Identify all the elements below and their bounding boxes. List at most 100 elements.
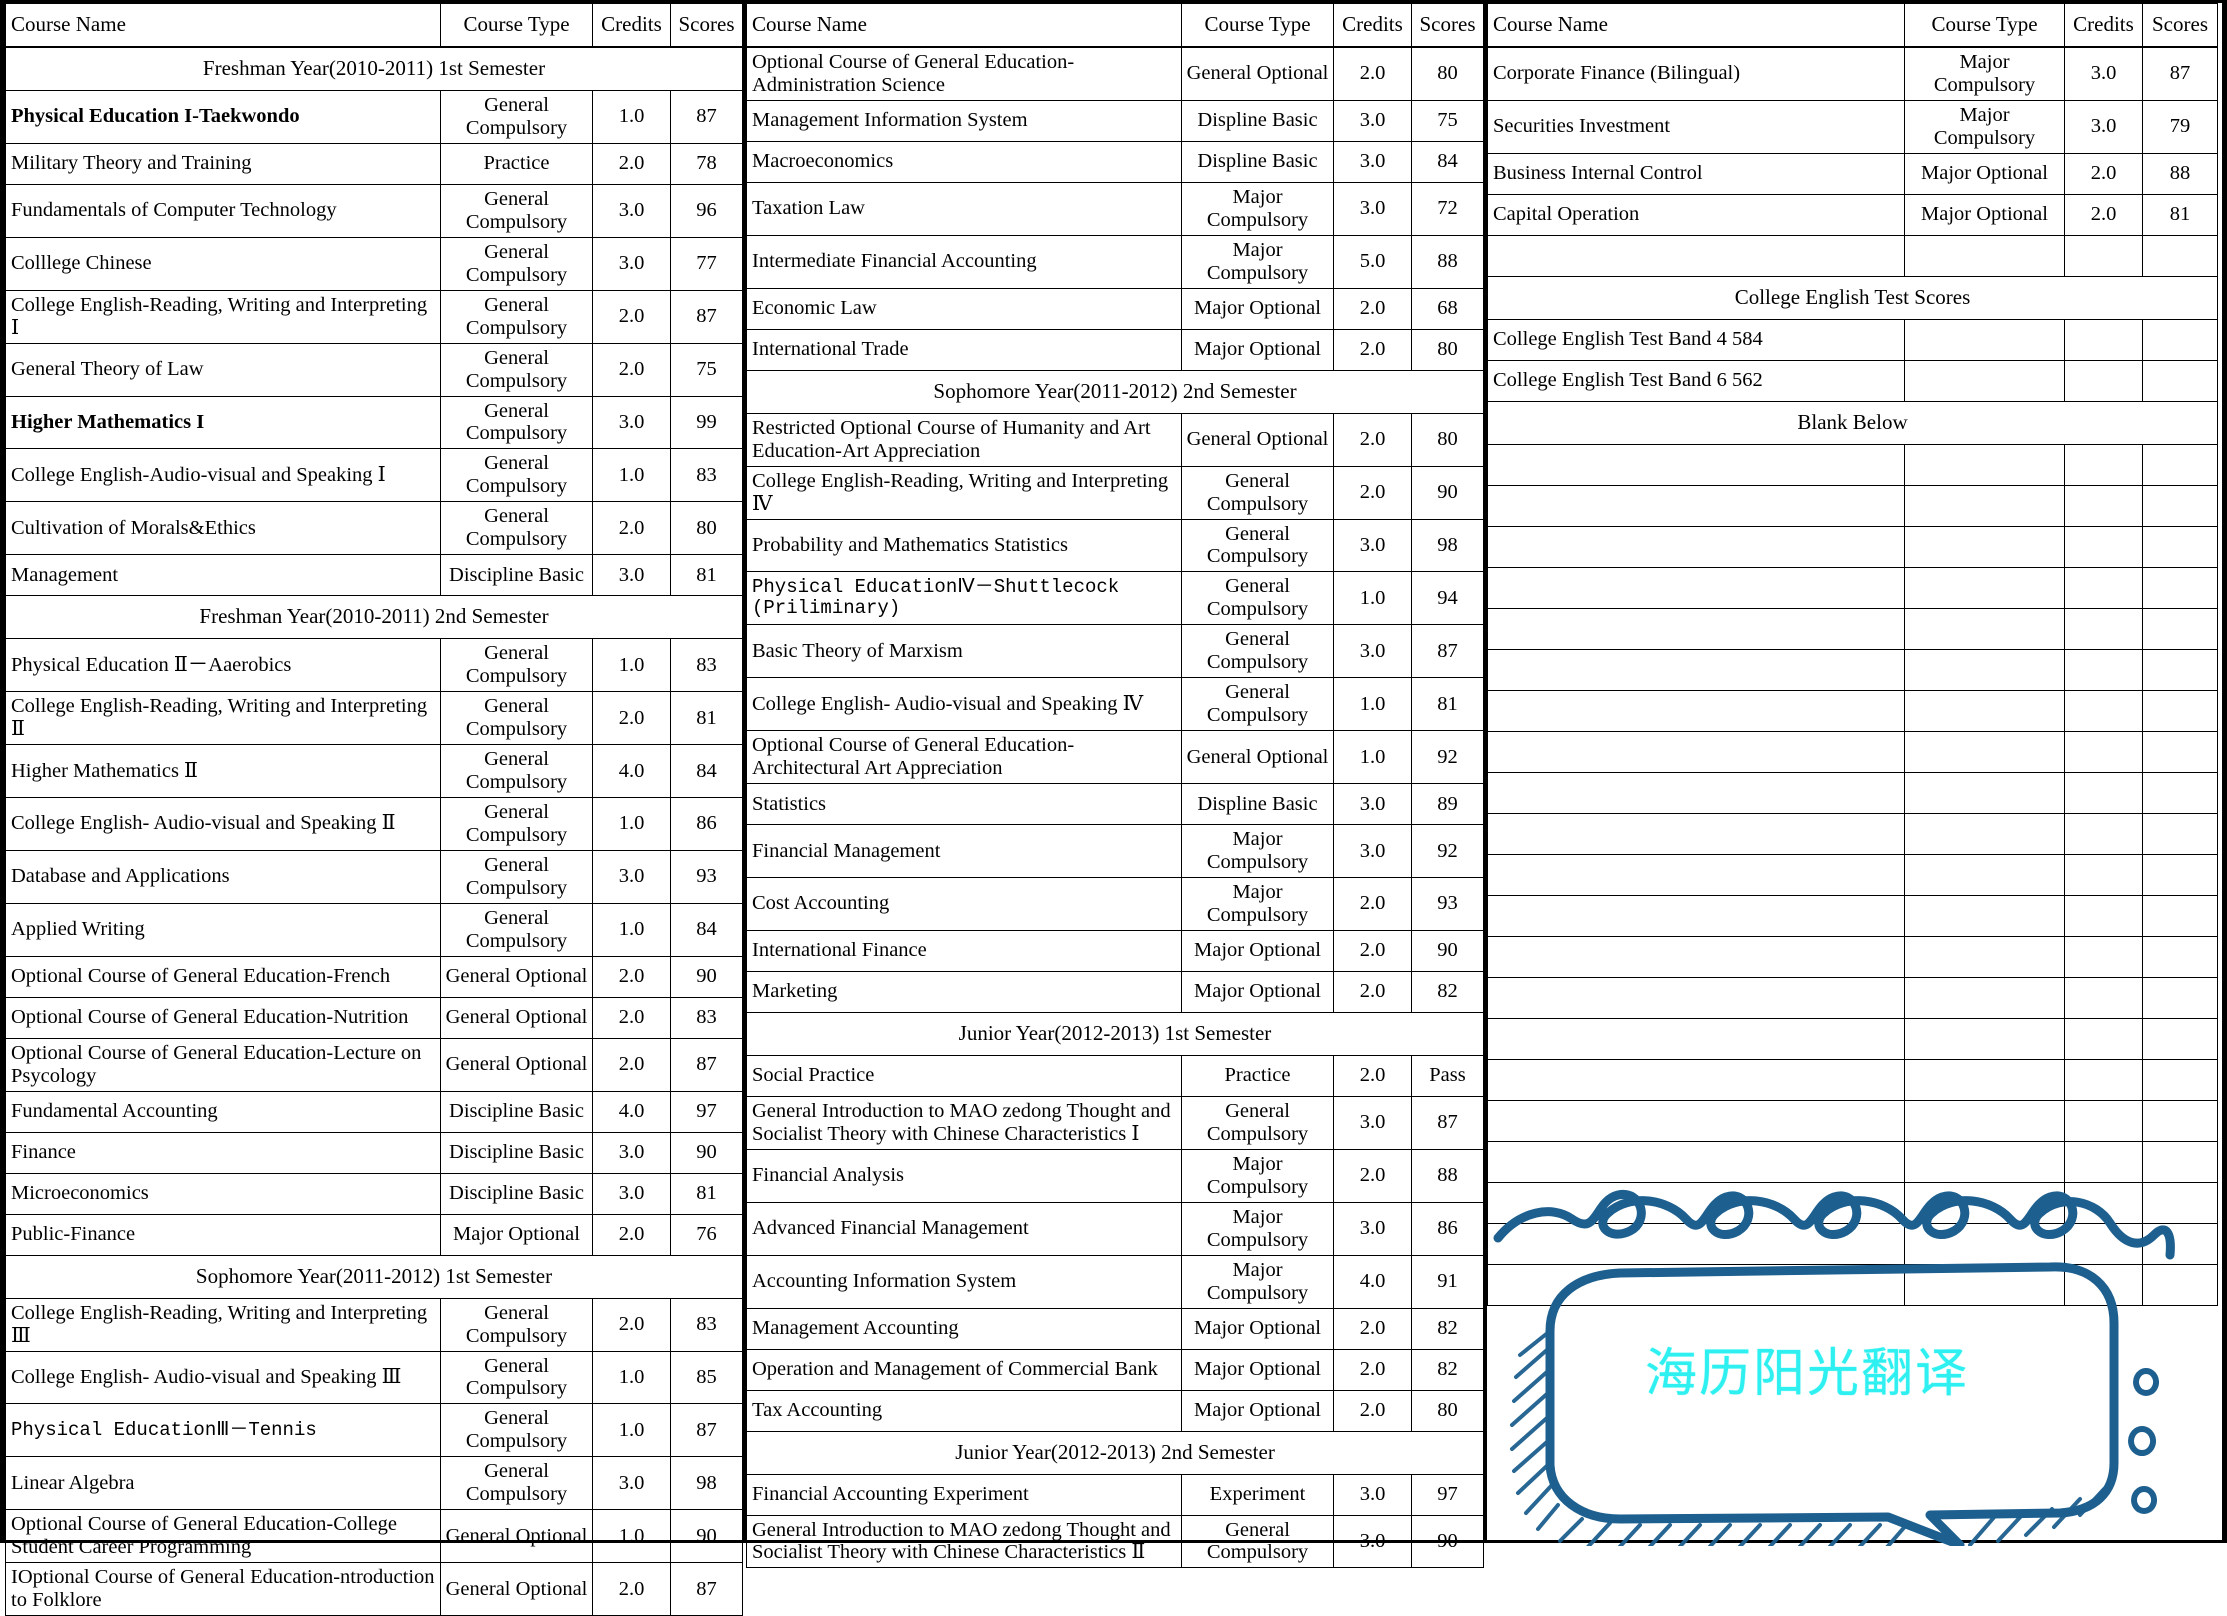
cell-credits bbox=[2064, 525, 2143, 568]
table-row: Database and Applications General Compuls… bbox=[5, 849, 743, 904]
table-row: Advanced Financial Management Major Compu… bbox=[746, 1201, 1484, 1256]
cell-credits: 2.0 bbox=[592, 142, 671, 185]
table-header-row: Course Name Course Type Credits Scores bbox=[746, 3, 1484, 48]
course-table-3: Course Name Course Type Credits Scores C… bbox=[1487, 3, 2218, 1306]
cell-course-name: Colllege Chinese bbox=[5, 236, 441, 291]
table-row: Optional Course of General Education-Nut… bbox=[5, 996, 743, 1039]
cell-course-name bbox=[1487, 1181, 1905, 1224]
cell-course-type: Major Optional bbox=[1904, 152, 2065, 195]
cell-course-name: Management bbox=[5, 554, 441, 597]
course-table-1-body: Freshman Year(2010-2011) 1st Semester Phy… bbox=[5, 46, 743, 1616]
semester-title: College English Test Scores bbox=[1487, 275, 2218, 320]
cell-course-type: General Compulsory bbox=[440, 691, 593, 746]
cell-credits bbox=[2064, 771, 2143, 814]
cell-credits: 2.0 bbox=[592, 691, 671, 746]
cell-course-name bbox=[1487, 689, 1905, 732]
cell-course-type: Major Optional bbox=[1181, 970, 1334, 1013]
cell-course-type: Major Compulsory bbox=[1181, 1148, 1334, 1203]
semester-header-row: Junior Year(2012-2013) 1st Semester bbox=[746, 1011, 1484, 1056]
cell-credits bbox=[2064, 812, 2143, 855]
cell-credits bbox=[2064, 894, 2143, 937]
cell-credits: 1.0 bbox=[592, 448, 671, 503]
cell-score: 84 bbox=[670, 744, 743, 798]
table-row: Financial Analysis Major Compulsory 2.0 88 bbox=[746, 1148, 1484, 1203]
table-row: Securities Investment Major Compulsory 3.0… bbox=[1487, 99, 2218, 154]
cell-score: 88 bbox=[1411, 1148, 1484, 1203]
cell-course-type: General Optional bbox=[1181, 46, 1334, 101]
cell-credits: 2.0 bbox=[1333, 1054, 1412, 1097]
cell-credits bbox=[2064, 853, 2143, 896]
cell-score: 88 bbox=[1411, 234, 1484, 289]
cell-course-type: Major Compulsory bbox=[1181, 234, 1334, 289]
cell-course-type: Practice bbox=[440, 142, 593, 185]
cell-course-type: Discipline Basic bbox=[440, 554, 593, 597]
transcript-block-3: Course Name Course Type Credits Scores C… bbox=[1487, 3, 2218, 1540]
cell-score: 68 bbox=[1411, 287, 1484, 330]
cell-course-name: College English-Reading, Writing and Int… bbox=[5, 289, 441, 344]
cell-credits bbox=[2064, 730, 2143, 773]
cell-score: 83 bbox=[670, 996, 743, 1039]
cell-course-name: College English Test Band 4 584 bbox=[1487, 318, 1905, 361]
cell-score: 80 bbox=[1411, 328, 1484, 371]
cell-course-name: Corporate Finance (Bilingual) bbox=[1487, 46, 1905, 101]
cell-course-name: College English-Reading, Writing and Int… bbox=[5, 691, 441, 746]
cell-score: 99 bbox=[670, 395, 743, 450]
cell-score bbox=[2142, 318, 2218, 361]
cell-credits bbox=[2064, 484, 2143, 527]
table-row: Capital Operation Major Optional 2.0 81 bbox=[1487, 193, 2218, 236]
table-row: Basic Theory of Marxism General Compulsor… bbox=[746, 624, 1484, 679]
cell-course-name: Higher Mathematics Ⅱ bbox=[5, 744, 441, 798]
table-row: Finance Discipline Basic 3.0 90 bbox=[5, 1131, 743, 1174]
cell-course-name: Financial Management bbox=[746, 824, 1182, 878]
table-row bbox=[1487, 1017, 2218, 1060]
cell-score bbox=[2142, 1058, 2218, 1101]
table-row: Physical Education I-Taekwondo General Co… bbox=[5, 90, 743, 144]
cell-course-type: Major Optional bbox=[1904, 193, 2065, 236]
cell-credits bbox=[2064, 1222, 2143, 1265]
cell-course-type: General Optional bbox=[1181, 412, 1334, 467]
table-row bbox=[1487, 730, 2218, 773]
cell-course-name: Microeconomics bbox=[5, 1172, 441, 1215]
transcript-columns: Course Name Course Type Credits Scores F… bbox=[5, 3, 2222, 1616]
semester-title: Freshman Year(2010-2011) 2nd Semester bbox=[5, 595, 743, 640]
cell-credits bbox=[2064, 607, 2143, 650]
table-row: General Theory of Law General Compulsory 2… bbox=[5, 342, 743, 397]
cell-credits: 2.0 bbox=[1333, 1307, 1412, 1350]
table-row: Fundamentals of Computer Technology Gener… bbox=[5, 183, 743, 238]
cell-credits: 2.0 bbox=[1333, 1148, 1412, 1203]
cell-credits: 2.0 bbox=[1333, 1348, 1412, 1391]
cell-course-type: General Compulsory bbox=[1181, 624, 1334, 679]
cell-course-name bbox=[1487, 853, 1905, 896]
cell-score: 92 bbox=[1411, 730, 1484, 785]
cell-credits: 3.0 bbox=[592, 849, 671, 904]
cell-score bbox=[2142, 730, 2218, 773]
table-row: Optional Course of General Education-Fre… bbox=[5, 955, 743, 998]
table-row: Management Accounting Major Optional 2.0 82 bbox=[746, 1307, 1484, 1350]
cell-credits bbox=[2064, 318, 2143, 361]
cell-score: 83 bbox=[670, 638, 743, 693]
cell-course-type: General Compulsory bbox=[440, 501, 593, 556]
cell-course-name: Optional Course of General Education-Nut… bbox=[5, 996, 441, 1039]
cell-course-name: General Introduction to MAO zedong Thoug… bbox=[746, 1095, 1182, 1150]
cell-course-name: Statistics bbox=[746, 783, 1182, 826]
table-row: IOptional Course of General Education-nt… bbox=[5, 1562, 743, 1616]
cell-course-type: General Compulsory bbox=[440, 1403, 593, 1458]
cell-course-name: General Introduction to MAO zedong Thoug… bbox=[746, 1514, 1182, 1569]
cell-course-name bbox=[1487, 1058, 1905, 1101]
cell-course-name: Optional Course of General Education-Fre… bbox=[5, 955, 441, 998]
cell-course-name: Database and Applications bbox=[5, 849, 441, 904]
cell-credits: 3.0 bbox=[1333, 181, 1412, 236]
table-row: Operation and Management of Commercial B… bbox=[746, 1348, 1484, 1391]
cell-course-name: Financial Analysis bbox=[746, 1148, 1182, 1203]
cell-course-name bbox=[1487, 1017, 1905, 1060]
table-row: Statistics Displine Basic 3.0 89 bbox=[746, 783, 1484, 826]
cell-score: Pass bbox=[1411, 1054, 1484, 1097]
cell-credits: 1.0 bbox=[592, 902, 671, 957]
cell-score: 87 bbox=[670, 90, 743, 144]
cell-score bbox=[2142, 484, 2218, 527]
table-row: Optional Course of General Education-Arc… bbox=[746, 730, 1484, 785]
cell-course-name: Intermediate Financial Accounting bbox=[746, 234, 1182, 289]
header-course-name: Course Name bbox=[746, 3, 1182, 48]
cell-score: 75 bbox=[1411, 99, 1484, 142]
